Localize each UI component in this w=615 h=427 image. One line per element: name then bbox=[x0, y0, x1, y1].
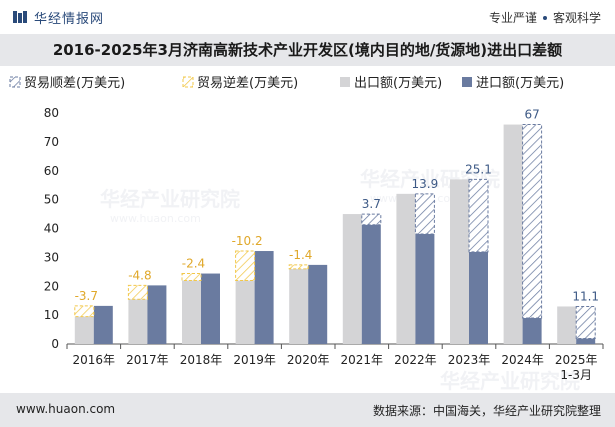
top-bar: 华经情报网 专业严谨 客观科学 bbox=[0, 0, 615, 34]
y-tick-label: 60 bbox=[44, 164, 59, 178]
tagline-left: 专业严谨 bbox=[488, 11, 537, 25]
export-bar bbox=[289, 268, 309, 344]
import-bar bbox=[201, 273, 220, 344]
brand-logo-icon bbox=[13, 11, 27, 23]
legend-swatch bbox=[182, 76, 194, 88]
surplus-bar bbox=[414, 193, 435, 235]
import-bar bbox=[254, 251, 274, 344]
footer-website[interactable]: www.huaon.com bbox=[16, 402, 116, 416]
y-tick-label: 80 bbox=[44, 106, 59, 120]
x-tick-label: 2023年 bbox=[448, 353, 491, 367]
legend-label: 贸易顺差(万美元) bbox=[24, 76, 125, 91]
balance-label: 3.7 bbox=[362, 197, 381, 211]
deficit-bar bbox=[288, 264, 309, 270]
y-tick-label: 10 bbox=[44, 308, 59, 322]
legend-swatch bbox=[340, 77, 350, 87]
watermark-text: 华经产业研究院 bbox=[440, 369, 580, 393]
y-tick-label: 40 bbox=[44, 222, 59, 236]
balance-label: -4.8 bbox=[128, 268, 151, 282]
export-bar bbox=[182, 280, 201, 344]
legend: 贸易顺差(万美元) 贸易逆差(万美元) 出口额(万美元) 进口额(万美元) bbox=[9, 75, 564, 91]
export-bar bbox=[74, 316, 94, 344]
balance-label: -10.2 bbox=[232, 234, 263, 248]
export-bar bbox=[396, 193, 416, 344]
import-bar bbox=[576, 338, 596, 344]
chart: 贸易顺差(万美元) 贸易逆差(万美元) 出口额(万美元) 进口额(万美元) 华经产业研… bbox=[9, 75, 604, 393]
watermark-url: www.huaon.com bbox=[110, 212, 201, 225]
import-bar bbox=[308, 264, 328, 344]
deficit-bar bbox=[74, 305, 95, 318]
x-tick-label: 2016年 bbox=[73, 353, 116, 367]
legend-label: 进口额(万美元) bbox=[476, 76, 564, 91]
x-tick-label: 2024年 bbox=[501, 353, 544, 367]
balance-label: -1.4 bbox=[289, 248, 312, 262]
legend-swatch bbox=[9, 76, 21, 88]
legend-label: 贸易逆差(万美元) bbox=[197, 75, 298, 91]
deficit-bar bbox=[235, 250, 256, 281]
surplus-bar bbox=[575, 305, 596, 340]
x-tick-label: 2025年 bbox=[555, 353, 598, 367]
import-bar bbox=[93, 305, 113, 344]
plot-area: 0 10 20 30 40 50 60 70 80 -3.7 2016年 -4.8 2017年 -2.4 2… bbox=[44, 106, 604, 382]
export-bar bbox=[557, 306, 577, 344]
tagline-right: 客观科学 bbox=[552, 11, 601, 25]
export-bar bbox=[503, 124, 523, 344]
import-bar bbox=[147, 285, 167, 344]
export-bar bbox=[450, 179, 469, 344]
y-tick-label: 30 bbox=[44, 250, 59, 264]
brand-name: 华经情报网 bbox=[34, 11, 105, 27]
y-tick-label: 50 bbox=[44, 193, 59, 207]
watermark-text: 华经产业研究院 bbox=[100, 187, 240, 211]
footer: www.huaon.com 数据来源：中国海关，华经产业研究院整理 bbox=[0, 393, 615, 427]
x-tick-label: 2021年 bbox=[341, 353, 384, 367]
deficit-bar bbox=[127, 284, 148, 300]
import-bar bbox=[469, 251, 488, 344]
chart-title: 2016-2025年3月济南高新技术产业开发区(境内目的地/货源地)进出口差额 bbox=[0, 34, 615, 66]
export-bar bbox=[128, 299, 148, 344]
import-bar bbox=[361, 224, 381, 344]
watermark: 华经产业研究院www.huaon.com华经产业研究院www.huaon.com… bbox=[100, 167, 580, 393]
x-tick-label: 2017年 bbox=[126, 353, 169, 367]
y-tick-label: 0 bbox=[51, 337, 59, 351]
import-bar bbox=[415, 233, 435, 344]
tagline-dot-icon bbox=[542, 16, 547, 20]
x-tick-label: 1-3月 bbox=[560, 368, 592, 382]
x-tick-label: 2020年 bbox=[287, 353, 330, 367]
export-bar bbox=[342, 214, 362, 344]
x-tick-label: 2022年 bbox=[394, 353, 437, 367]
surplus-bar bbox=[468, 178, 489, 253]
y-tick-label: 70 bbox=[44, 135, 59, 149]
tagline: 专业严谨 客观科学 bbox=[489, 9, 601, 26]
surplus-bar bbox=[361, 213, 382, 226]
balance-label: 11.1 bbox=[572, 289, 599, 303]
surplus-bar bbox=[522, 124, 543, 319]
footer-source: 数据来源：中国海关，华经产业研究院整理 bbox=[372, 404, 601, 418]
import-bar bbox=[522, 318, 542, 344]
y-tick-label: 20 bbox=[44, 279, 59, 293]
deficit-bar bbox=[181, 273, 202, 281]
balance-label: 13.9 bbox=[412, 177, 439, 191]
export-bar bbox=[235, 280, 255, 344]
x-tick-label: 2019年 bbox=[233, 353, 276, 367]
balance-label: -3.7 bbox=[75, 289, 98, 303]
balance-label: -2.4 bbox=[182, 257, 205, 271]
legend-swatch bbox=[462, 77, 472, 87]
legend-label: 出口额(万美元) bbox=[354, 76, 442, 91]
balance-label: 25.1 bbox=[465, 162, 492, 176]
balance-label: 67 bbox=[524, 108, 539, 122]
x-tick-label: 2018年 bbox=[180, 353, 223, 367]
brand-logo[interactable]: 华经情报网 bbox=[12, 8, 105, 27]
